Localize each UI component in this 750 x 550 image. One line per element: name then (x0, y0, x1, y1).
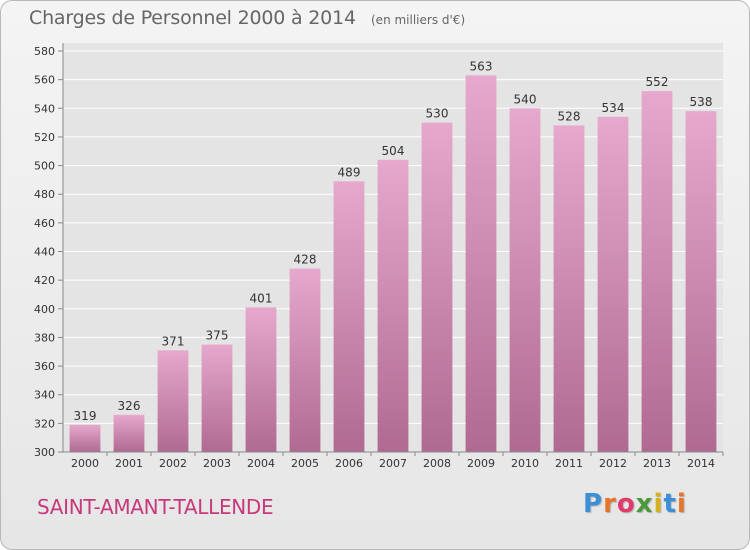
y-tick-label: 360 (34, 360, 55, 373)
y-tick-label: 440 (34, 246, 55, 259)
chart-subtitle: (en milliers d'€) (371, 13, 466, 27)
bar-2007 (377, 159, 409, 453)
data-label: 552 (646, 75, 669, 89)
bar-2012 (597, 116, 629, 452)
logo-letter: x (635, 489, 654, 519)
y-tick-label: 500 (34, 160, 55, 173)
data-label: 540 (514, 92, 537, 106)
x-tick-label: 2013 (643, 457, 671, 470)
bar-2002 (157, 350, 189, 452)
chart-title: Charges de Personnel 2000 à 2014 (29, 7, 356, 29)
data-label: 563 (470, 59, 493, 73)
x-tick-label: 2005 (291, 457, 319, 470)
data-label: 534 (602, 101, 625, 115)
logo-letter: i (676, 489, 687, 519)
bar-2006 (333, 181, 365, 452)
bar-2004 (245, 307, 277, 452)
y-tick-label: 560 (34, 74, 55, 87)
data-label: 530 (426, 107, 449, 121)
bar-2013 (641, 91, 673, 452)
x-tick-label: 2014 (687, 457, 715, 470)
bar-2001 (113, 414, 145, 452)
y-tick-label: 320 (34, 417, 55, 430)
logo-letter: i (653, 489, 664, 519)
proxiti-logo: Proxiti (583, 489, 687, 519)
y-tick-label: 540 (34, 102, 55, 115)
x-tick-label: 2009 (467, 457, 495, 470)
bar-2014 (685, 111, 717, 453)
x-tick-label: 2001 (115, 457, 143, 470)
y-tick-label: 420 (34, 274, 55, 287)
location-name: SAINT-AMANT-TALLENDE (37, 495, 274, 519)
x-tick-label: 2007 (379, 457, 407, 470)
y-tick-label: 300 (34, 446, 55, 459)
bar-2011 (553, 125, 585, 452)
data-label: 528 (558, 109, 581, 123)
data-label: 326 (118, 399, 141, 413)
x-tick-label: 2006 (335, 457, 363, 470)
x-tick-label: 2011 (555, 457, 583, 470)
y-tick-label: 340 (34, 389, 55, 402)
y-tick-label: 400 (34, 303, 55, 316)
bar-2003 (201, 344, 233, 452)
y-tick-label: 480 (34, 188, 55, 201)
bar-2010 (509, 108, 541, 453)
logo-letter: t (663, 489, 677, 519)
y-tick-label: 520 (34, 131, 55, 144)
x-tick-label: 2008 (423, 457, 451, 470)
y-tick-label: 460 (34, 217, 55, 230)
data-label: 504 (382, 144, 405, 158)
x-tick-label: 2012 (599, 457, 627, 470)
x-tick-label: 2010 (511, 457, 539, 470)
x-tick-label: 2002 (159, 457, 187, 470)
data-label: 538 (690, 95, 713, 109)
x-tick-label: 2004 (247, 457, 275, 470)
logo-letter: r (603, 489, 617, 519)
bar-2000 (69, 424, 101, 452)
data-label: 375 (206, 329, 229, 343)
data-label: 371 (162, 334, 185, 348)
y-tick-label: 380 (34, 331, 55, 344)
y-tick-label: 580 (34, 45, 55, 58)
data-label: 489 (338, 165, 361, 179)
bar-2005 (289, 268, 321, 452)
data-label: 428 (294, 253, 317, 267)
x-tick-label: 2000 (71, 457, 99, 470)
data-label: 401 (250, 291, 273, 305)
bar-2009 (465, 75, 497, 452)
logo-letter: o (616, 489, 636, 519)
bar-2008 (421, 122, 453, 452)
x-tick-label: 2003 (203, 457, 231, 470)
data-label: 319 (74, 409, 97, 423)
logo-letter: P (583, 489, 604, 519)
